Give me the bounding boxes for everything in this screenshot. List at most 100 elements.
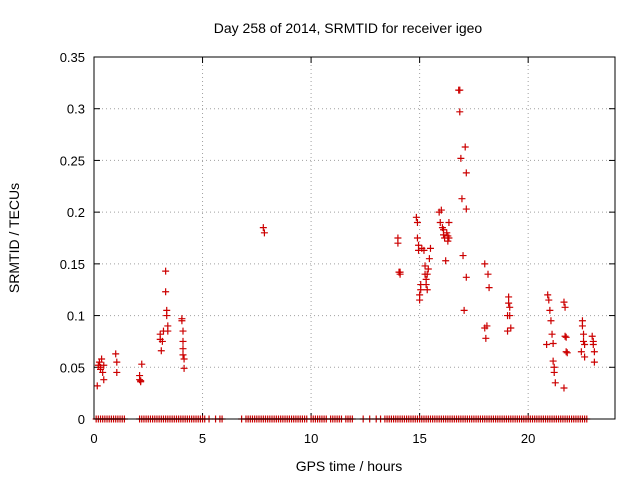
x-tick-label: 15 [412, 431, 426, 446]
data-point [99, 368, 107, 376]
data-point [560, 298, 568, 306]
data-point [551, 379, 559, 387]
y-tick-label: 0 [78, 412, 85, 427]
y-axis-label: SRMTID / TECUs [6, 183, 22, 293]
data-point [504, 327, 512, 335]
data-point [561, 303, 569, 311]
data-point [545, 296, 553, 304]
data-point [444, 237, 452, 245]
data-point [589, 341, 597, 349]
data-point [588, 332, 596, 340]
data-point [164, 327, 172, 335]
data-point [543, 341, 551, 349]
data-point [462, 273, 470, 281]
data-point [562, 333, 570, 341]
x-tick-label: 20 [521, 431, 535, 446]
data-point [456, 108, 464, 116]
data-point [394, 239, 402, 247]
data-point [458, 195, 466, 203]
data-point [544, 291, 552, 299]
data-point [443, 229, 451, 237]
data-point [563, 349, 571, 357]
data-point [113, 358, 121, 366]
data-point [436, 218, 444, 226]
data-point [485, 284, 493, 292]
data-point [137, 377, 145, 385]
data-point [98, 355, 106, 363]
data-point [423, 286, 431, 294]
data-point [590, 358, 598, 366]
data-point [157, 347, 165, 355]
data-point [424, 265, 432, 273]
data-point [549, 357, 557, 365]
plot-frame [93, 56, 616, 420]
data-point [548, 330, 556, 338]
x-tick-labels: 0 5 10 15 20 [90, 431, 535, 446]
data-point [505, 293, 513, 301]
data-point [259, 224, 267, 232]
data-point [93, 382, 101, 390]
data-point [506, 312, 514, 320]
data-point [113, 368, 121, 376]
y-tick-label: 0.15 [60, 257, 85, 272]
data-point [440, 226, 448, 234]
data-point [560, 384, 568, 392]
data-point [581, 353, 589, 361]
data-point [423, 270, 431, 278]
data-point [179, 327, 187, 335]
data-point [421, 262, 429, 270]
data-point [590, 348, 598, 356]
data-point [562, 348, 570, 356]
data-points [92, 86, 598, 423]
data-point [260, 229, 268, 237]
data-point [413, 218, 421, 226]
y-tick-label: 0.3 [67, 102, 85, 117]
data-point [505, 299, 513, 307]
data-point [420, 246, 428, 254]
x-axis-label: GPS time / hours [296, 458, 403, 474]
data-point [481, 260, 489, 268]
data-point [459, 252, 467, 260]
data-point [457, 154, 465, 162]
data-point [561, 332, 569, 340]
grid-lines [94, 57, 615, 419]
data-point [162, 267, 170, 275]
data-point [483, 322, 491, 330]
chart-title: Day 258 of 2014, SRMTID for receiver ige… [214, 20, 483, 36]
data-point [506, 303, 514, 311]
data-point [179, 351, 187, 359]
data-point [462, 205, 470, 213]
axis-ticks [93, 56, 615, 420]
data-point [180, 364, 188, 372]
data-point [507, 324, 515, 332]
data-point [547, 317, 555, 325]
y-tick-label: 0.25 [60, 153, 85, 168]
data-point [112, 350, 120, 358]
data-point [456, 86, 464, 94]
data-point [581, 341, 589, 349]
data-point [437, 206, 445, 214]
data-point [484, 270, 492, 278]
x-tick-label: 0 [90, 431, 97, 446]
data-point [179, 337, 187, 345]
data-point [580, 337, 588, 345]
y-tick-label: 0.2 [67, 205, 85, 220]
data-point [482, 334, 490, 342]
data-point [462, 169, 470, 177]
y-tick-label: 0.1 [67, 309, 85, 324]
data-point [162, 288, 170, 296]
data-point [549, 339, 557, 347]
data-point [416, 296, 424, 304]
x-tick-label: 10 [304, 431, 318, 446]
data-point [138, 360, 146, 368]
data-point [412, 213, 420, 221]
y-tick-label: 0.05 [60, 360, 85, 375]
data-point [158, 337, 166, 345]
data-point [100, 361, 108, 369]
data-point [163, 306, 171, 314]
data-point [460, 306, 468, 314]
data-point [422, 281, 430, 289]
data-point [577, 348, 585, 356]
data-point [546, 306, 554, 314]
